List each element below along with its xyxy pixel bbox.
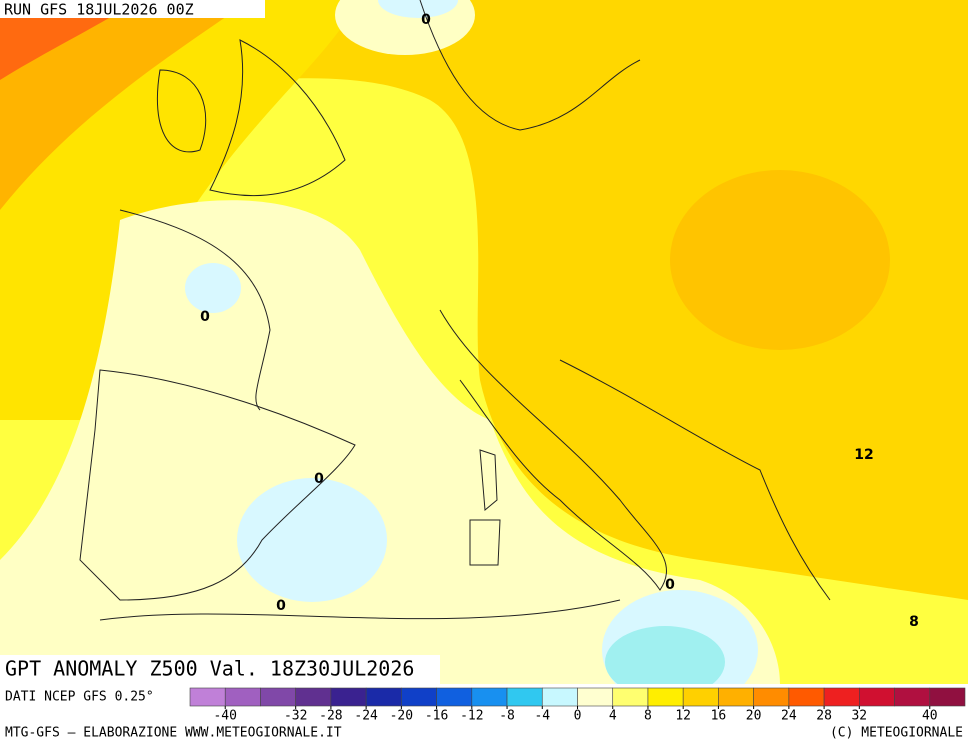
colorbar-swatch [929,687,966,707]
coast-balkans [559,359,831,601]
colorbar-swatch [541,687,578,707]
colorbar-swatch [823,687,860,707]
colorbar-swatch [330,687,367,707]
colorbar-label: -40 [213,709,236,724]
coast-britain [209,39,346,197]
field-blue [237,478,387,602]
run-label: RUN GFS 18JUL2026 00Z [4,1,194,19]
coast-italy [439,309,667,591]
field-red [0,0,140,80]
map-field [0,0,968,684]
title-box [0,655,440,684]
colorbar-swatch [401,687,437,707]
colorbar-swatch [788,687,825,707]
colorbar-swatch [224,687,261,707]
field-blue [185,263,241,313]
field-cyan [605,626,725,684]
colorbar-swatch [647,687,684,707]
colorbar-label: 8 [644,709,652,724]
contour-label: 0 [200,309,210,325]
colorbar-swatch [753,687,790,707]
field-blue [378,0,458,18]
colorbar-label: -4 [534,709,550,724]
colorbar-swatch [506,687,543,707]
coast-iberia [79,369,356,601]
colorbar-swatch [682,687,719,707]
colorbar-label: -32 [284,709,307,724]
colorbar-label: -16 [425,709,448,724]
colorbar-swatch [859,687,895,707]
colorbar-swatch [436,687,473,707]
footer-left: MTG-GFS – ELABORAZIONE WWW.METEOGIORNALE… [5,726,342,741]
colorbar-swatch [894,687,931,707]
coast-africa [99,599,621,621]
map-title: GPT ANOMALY Z500 Val. 18Z30JUL2026 [5,657,414,681]
colorbar-label: 0 [574,709,582,724]
coast-sardinia [469,519,501,566]
header-box [0,0,265,18]
coast-corsica [479,449,498,511]
colorbar-label: 4 [609,709,617,724]
colorbar-swatch [471,687,508,707]
colorbar-label: 40 [922,709,938,724]
coastlines [79,0,831,621]
field-orange [670,170,890,350]
contour-label: 0 [314,471,324,487]
colorbar-label: -20 [390,709,413,724]
colorbar-swatch [189,687,226,707]
contour-label: 12 [854,447,873,463]
colorbar-swatch [260,687,296,707]
colorbar-label: 24 [781,709,797,724]
colorbar-label: 32 [851,709,867,724]
colorbar-label: -24 [354,709,378,724]
coast-ireland [156,69,207,153]
colorbar-label: 16 [711,709,727,724]
colorbar-label: 12 [675,709,691,724]
coast-north [419,0,641,131]
colorbar-label: -8 [499,709,515,724]
contour-label: 0 [276,598,286,614]
colorbar-label: 28 [816,709,832,724]
colorbar-label: 20 [746,709,762,724]
colorbar-swatch [295,687,332,707]
contour-label: 0 [665,577,675,593]
colorbar-label: -12 [460,709,483,724]
source-label: DATI NCEP GFS 0.25° [5,690,154,705]
colorbar-swatch [577,687,614,707]
field-amber [0,0,250,210]
colorbar-swatch [365,687,402,707]
colorbar-label: -28 [319,709,342,724]
contour-label: 0 [421,12,431,28]
footer-right: (C) METEOGIORNALE [830,726,963,741]
colorbar-swatch [612,687,649,707]
field-pale [0,200,780,684]
colorbar-swatch [718,687,754,707]
contour-label: 8 [909,614,919,630]
coast-france [119,209,271,411]
